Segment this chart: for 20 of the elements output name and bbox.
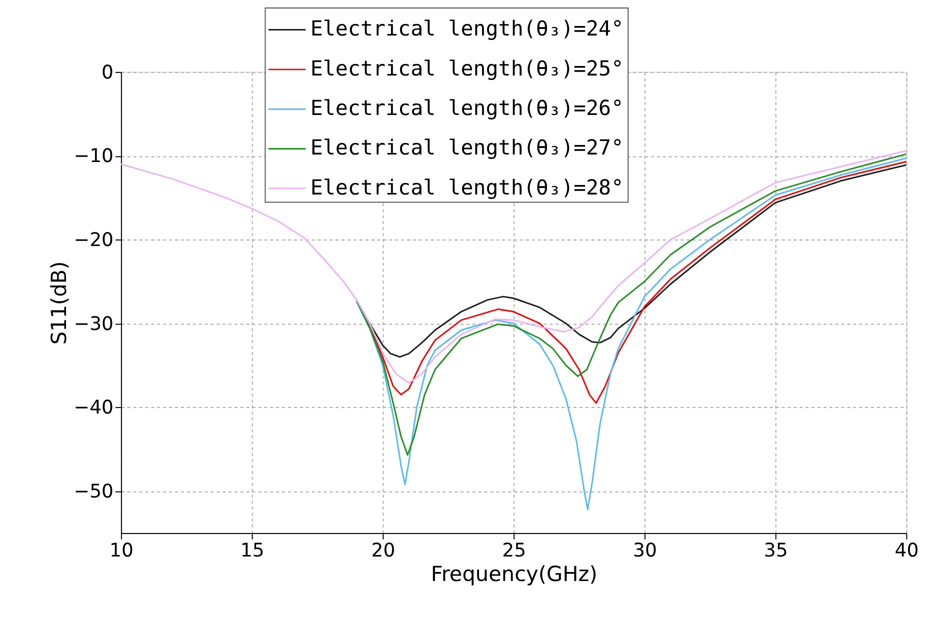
y-tick-label: −40 xyxy=(74,398,114,419)
legend-label: Electrical length(θ₃)=24° xyxy=(310,16,624,41)
y-tick-label: −50 xyxy=(74,482,114,502)
y-axis-title: S11(dB) xyxy=(46,261,71,345)
x-axis-title: Frequency(GHz) xyxy=(430,562,598,586)
x-tick-label: 10 xyxy=(109,540,134,562)
x-tick-label: 35 xyxy=(764,540,788,562)
y-tick-label: 0 xyxy=(102,62,114,84)
x-tick-label: 25 xyxy=(502,540,526,562)
legend-label: Electrical length(θ₃)=26° xyxy=(310,96,624,120)
y-tick-label: −10 xyxy=(74,146,114,168)
legend-label: Electrical length(θ₃)=28° xyxy=(310,175,624,200)
x-tick-label: 20 xyxy=(371,540,396,562)
legend-label: Electrical length(θ₃)=25° xyxy=(310,56,624,80)
legend-label: Electrical length(θ₃)=27° xyxy=(310,136,624,160)
y-tick-label: −30 xyxy=(74,314,114,335)
x-tick-label: 40 xyxy=(894,540,919,562)
y-tick-label: −20 xyxy=(74,230,114,252)
x-tick-label: 15 xyxy=(240,540,264,562)
x-tick-label: 30 xyxy=(632,540,657,562)
